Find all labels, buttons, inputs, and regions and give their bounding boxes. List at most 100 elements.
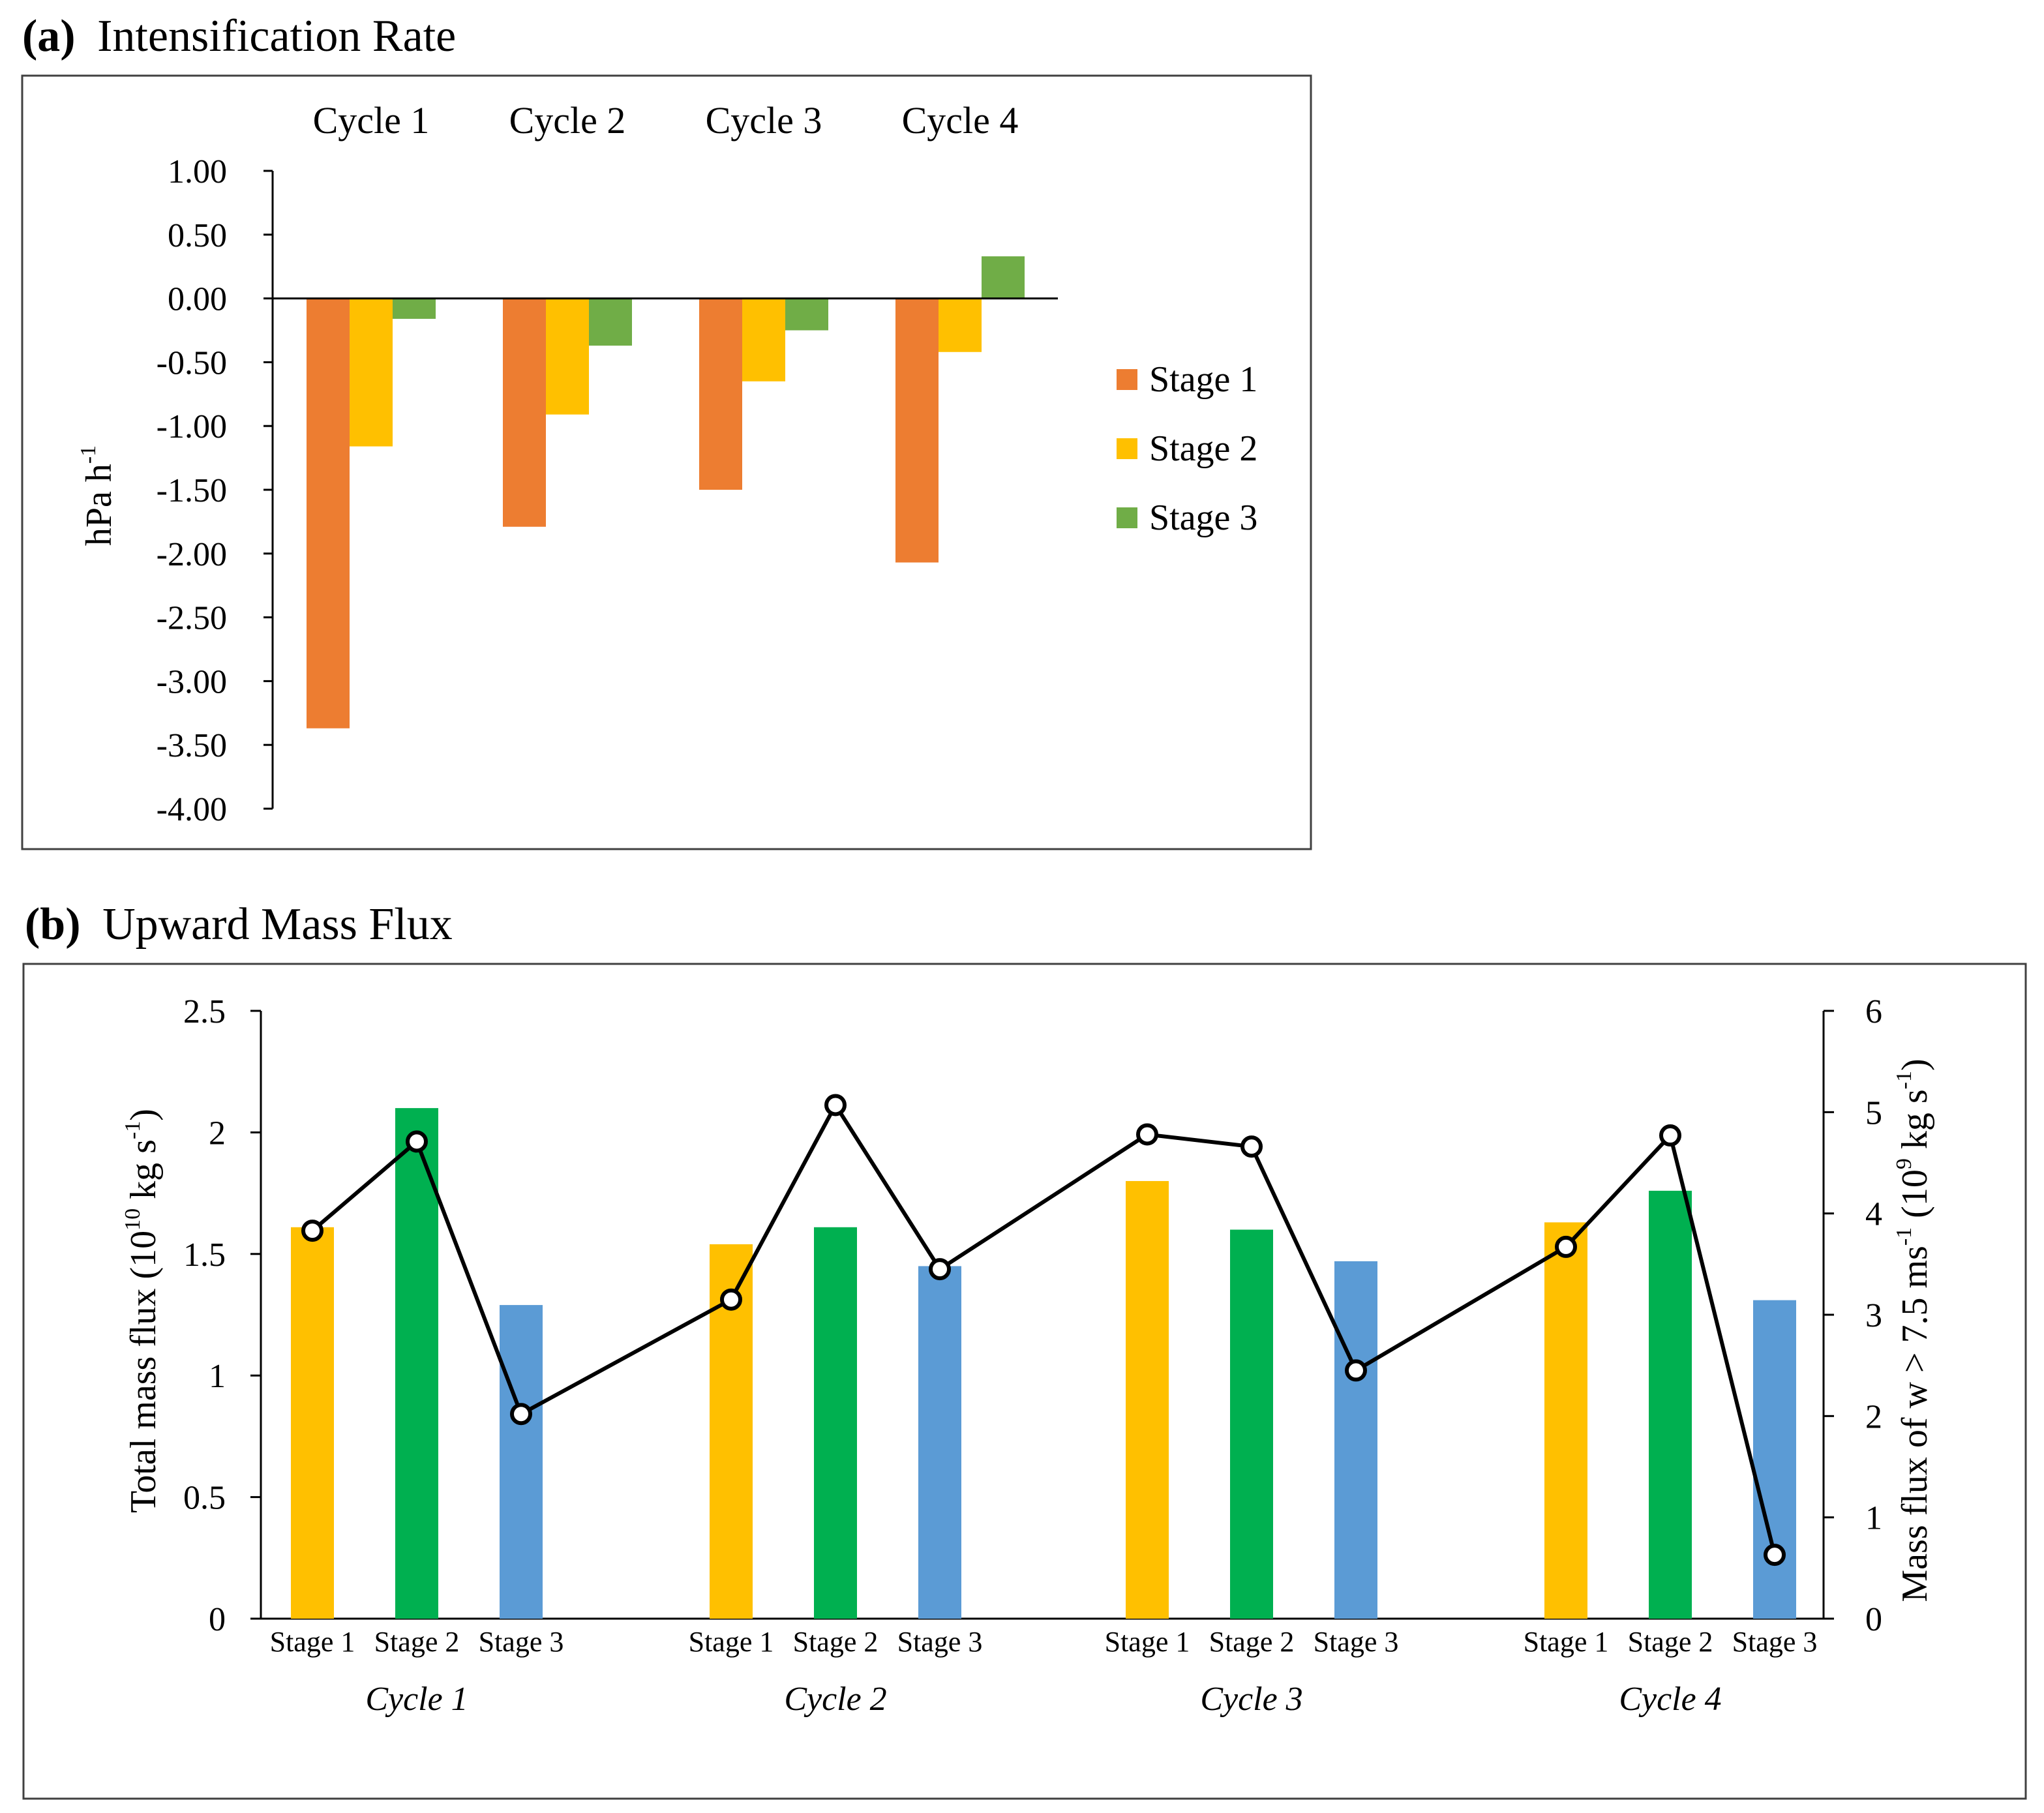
panel-a-ytick-label: 0.50 [168, 217, 227, 254]
panel-b-bar [1649, 1190, 1692, 1619]
panel-a-legend-label: Stage 2 [1149, 428, 1257, 469]
panel-b-bar [1544, 1222, 1587, 1619]
panel-a-frame [21, 74, 1312, 850]
panel-b-cycle-label: Cycle 2 [784, 1681, 886, 1718]
panel-a-bar [546, 298, 589, 415]
panel-a-bar [350, 298, 393, 447]
panel-a-chart: 1.00 0.50 0.00 -0.50 -1.00 -1.50 -2.00 -2.50 -3.… [157, 99, 1258, 828]
panel-b-stage-label: Stage 2 [1209, 1626, 1295, 1658]
panel-b-stage-label: Stage 2 [1628, 1626, 1713, 1658]
panel-a-legend-label: Stage 3 [1149, 498, 1257, 538]
panel-a-bar [503, 298, 546, 527]
panel-a-bar [785, 298, 828, 331]
panel-a-bar [307, 298, 350, 728]
panel-b-frame [22, 963, 2027, 1800]
panel-a-bar [939, 298, 982, 352]
panel-b-bar [1126, 1180, 1169, 1619]
panel-a-ytick-label: -1.50 [157, 472, 227, 509]
panel-b-line-point [1764, 1544, 1786, 1566]
panel-b-stage-label: Stage 1 [270, 1626, 355, 1658]
panel-a-bar [742, 298, 785, 382]
panel-a-ytick-label: -1.00 [157, 408, 227, 445]
panel-b-ytick-right-label: 3 [1865, 1297, 1882, 1334]
panel-a-bar [982, 256, 1025, 299]
panel-b-line-point [720, 1288, 742, 1311]
panel-b-bar [291, 1227, 334, 1619]
panel-a-bar [895, 298, 939, 563]
panel-b-stage-label: Stage 2 [793, 1626, 879, 1658]
panel-b-cycle-label: Cycle 3 [1200, 1681, 1302, 1718]
panel-b-bar [814, 1227, 857, 1619]
panel-b-stage-label: Stage 3 [1314, 1626, 1399, 1658]
panel-b-letter: (b) [25, 899, 81, 950]
panel-b-bar [1230, 1229, 1273, 1619]
panel-b-line-point [510, 1403, 532, 1426]
panel-b-line-point [929, 1258, 951, 1281]
panel-b-ytick-left-label: 2.5 [183, 993, 226, 1030]
panel-a-category-label: Cycle 2 [509, 99, 626, 142]
panel-a-legend-swatch [1117, 369, 1137, 390]
panel-b-title: (b) Upward Mass Flux [25, 899, 453, 950]
panel-b-title-text: Upward Mass Flux [102, 899, 453, 950]
panel-a-bar [699, 298, 742, 490]
panel-b-ytick-left-label: 2 [209, 1115, 226, 1152]
panel-a-title: (a) Intensification Rate [22, 11, 456, 61]
panel-a-ytick-label: 1.00 [168, 153, 227, 190]
panel-a-legend-swatch [1117, 507, 1137, 528]
panel-b-bar [395, 1108, 438, 1619]
panel-b-bar [1753, 1300, 1796, 1619]
panel-b-ylabel-right: Mass flux of w > 7.5 ms-1 (109 kg s-1) [1892, 1058, 1935, 1602]
panel-b-ytick-right-label: 4 [1865, 1196, 1882, 1233]
panel-b-ytick-left-label: 1.5 [183, 1236, 226, 1274]
panel-b-ytick-right-label: 0 [1865, 1601, 1882, 1638]
panel-a-letter: (a) [22, 11, 76, 61]
panel-b-stage-label: Stage 1 [689, 1626, 774, 1658]
panel-b-ytick-right-label: 1 [1865, 1500, 1882, 1537]
panel-a-ytick-label: -2.00 [157, 536, 227, 573]
panel-a-bar [589, 298, 632, 346]
panel-a-category-label: Cycle 4 [902, 99, 1019, 142]
panel-b-ytick-left-label: 1 [209, 1358, 226, 1395]
panel-a-ytick-label: -0.50 [157, 344, 227, 382]
panel-a-legend-label: Stage 1 [1149, 359, 1257, 400]
panel-a-ytick-label: 0.00 [168, 281, 227, 318]
panel-a-bar [393, 298, 436, 319]
panel-b-line-point [1136, 1123, 1158, 1146]
panel-a-ytick-label: -4.00 [157, 791, 227, 828]
panel-a-ytick-label: -3.00 [157, 663, 227, 700]
panel-b-ytick-right-label: 5 [1865, 1094, 1882, 1131]
panel-b-ylabel-left: Total mass flux (1010 kg s-1) [121, 1109, 164, 1513]
panel-b-line-series [311, 1101, 1777, 1555]
panel-a-ytick-label: -2.50 [157, 600, 227, 637]
panel-b-cycle-label: Cycle 4 [1619, 1681, 1721, 1718]
panel-b-line-point [301, 1220, 323, 1242]
panel-a-category-label: Cycle 3 [706, 99, 822, 142]
panel-b-bar [1334, 1261, 1377, 1619]
panel-a-ylabel: hPa h-1 [76, 445, 119, 546]
panel-a-title-text: Intensification Rate [97, 11, 456, 61]
panel-a-legend-swatch [1117, 438, 1137, 459]
panel-b-stage-label: Stage 3 [897, 1626, 983, 1658]
panel-b-line-point [1555, 1235, 1577, 1258]
panel-b-ytick-left-label: 0.5 [183, 1480, 226, 1517]
panel-b-bar [500, 1305, 543, 1619]
panel-b-ytick-right-label: 2 [1865, 1398, 1882, 1435]
panel-b-line-point [1659, 1124, 1681, 1147]
panel-b-chart: 0 0.5 1 1.5 2 2.5 0 1 2 3 4 5 6 Stage 1 Stage 2 Stage 3… [183, 993, 1882, 1718]
panel-b-line-point [1345, 1359, 1367, 1382]
panel-a-ytick-label: -3.50 [157, 727, 227, 764]
panel-b-ytick-left-label: 0 [209, 1601, 226, 1638]
panel-b-stage-label: Stage 3 [1732, 1626, 1818, 1658]
panel-b-bar [918, 1266, 961, 1619]
panel-b-line-point [406, 1130, 428, 1153]
panel-a-category-label: Cycle 1 [313, 99, 430, 142]
panel-b-stage-label: Stage 3 [479, 1626, 564, 1658]
panel-b-line-point [824, 1094, 847, 1116]
panel-b-stage-label: Stage 2 [374, 1626, 460, 1658]
panel-b-stage-label: Stage 1 [1524, 1626, 1609, 1658]
panel-b-stage-label: Stage 1 [1105, 1626, 1190, 1658]
panel-b-cycle-label: Cycle 1 [365, 1681, 468, 1718]
panel-b-ytick-right-label: 6 [1865, 993, 1882, 1030]
panel-b-line-point [1240, 1135, 1263, 1158]
